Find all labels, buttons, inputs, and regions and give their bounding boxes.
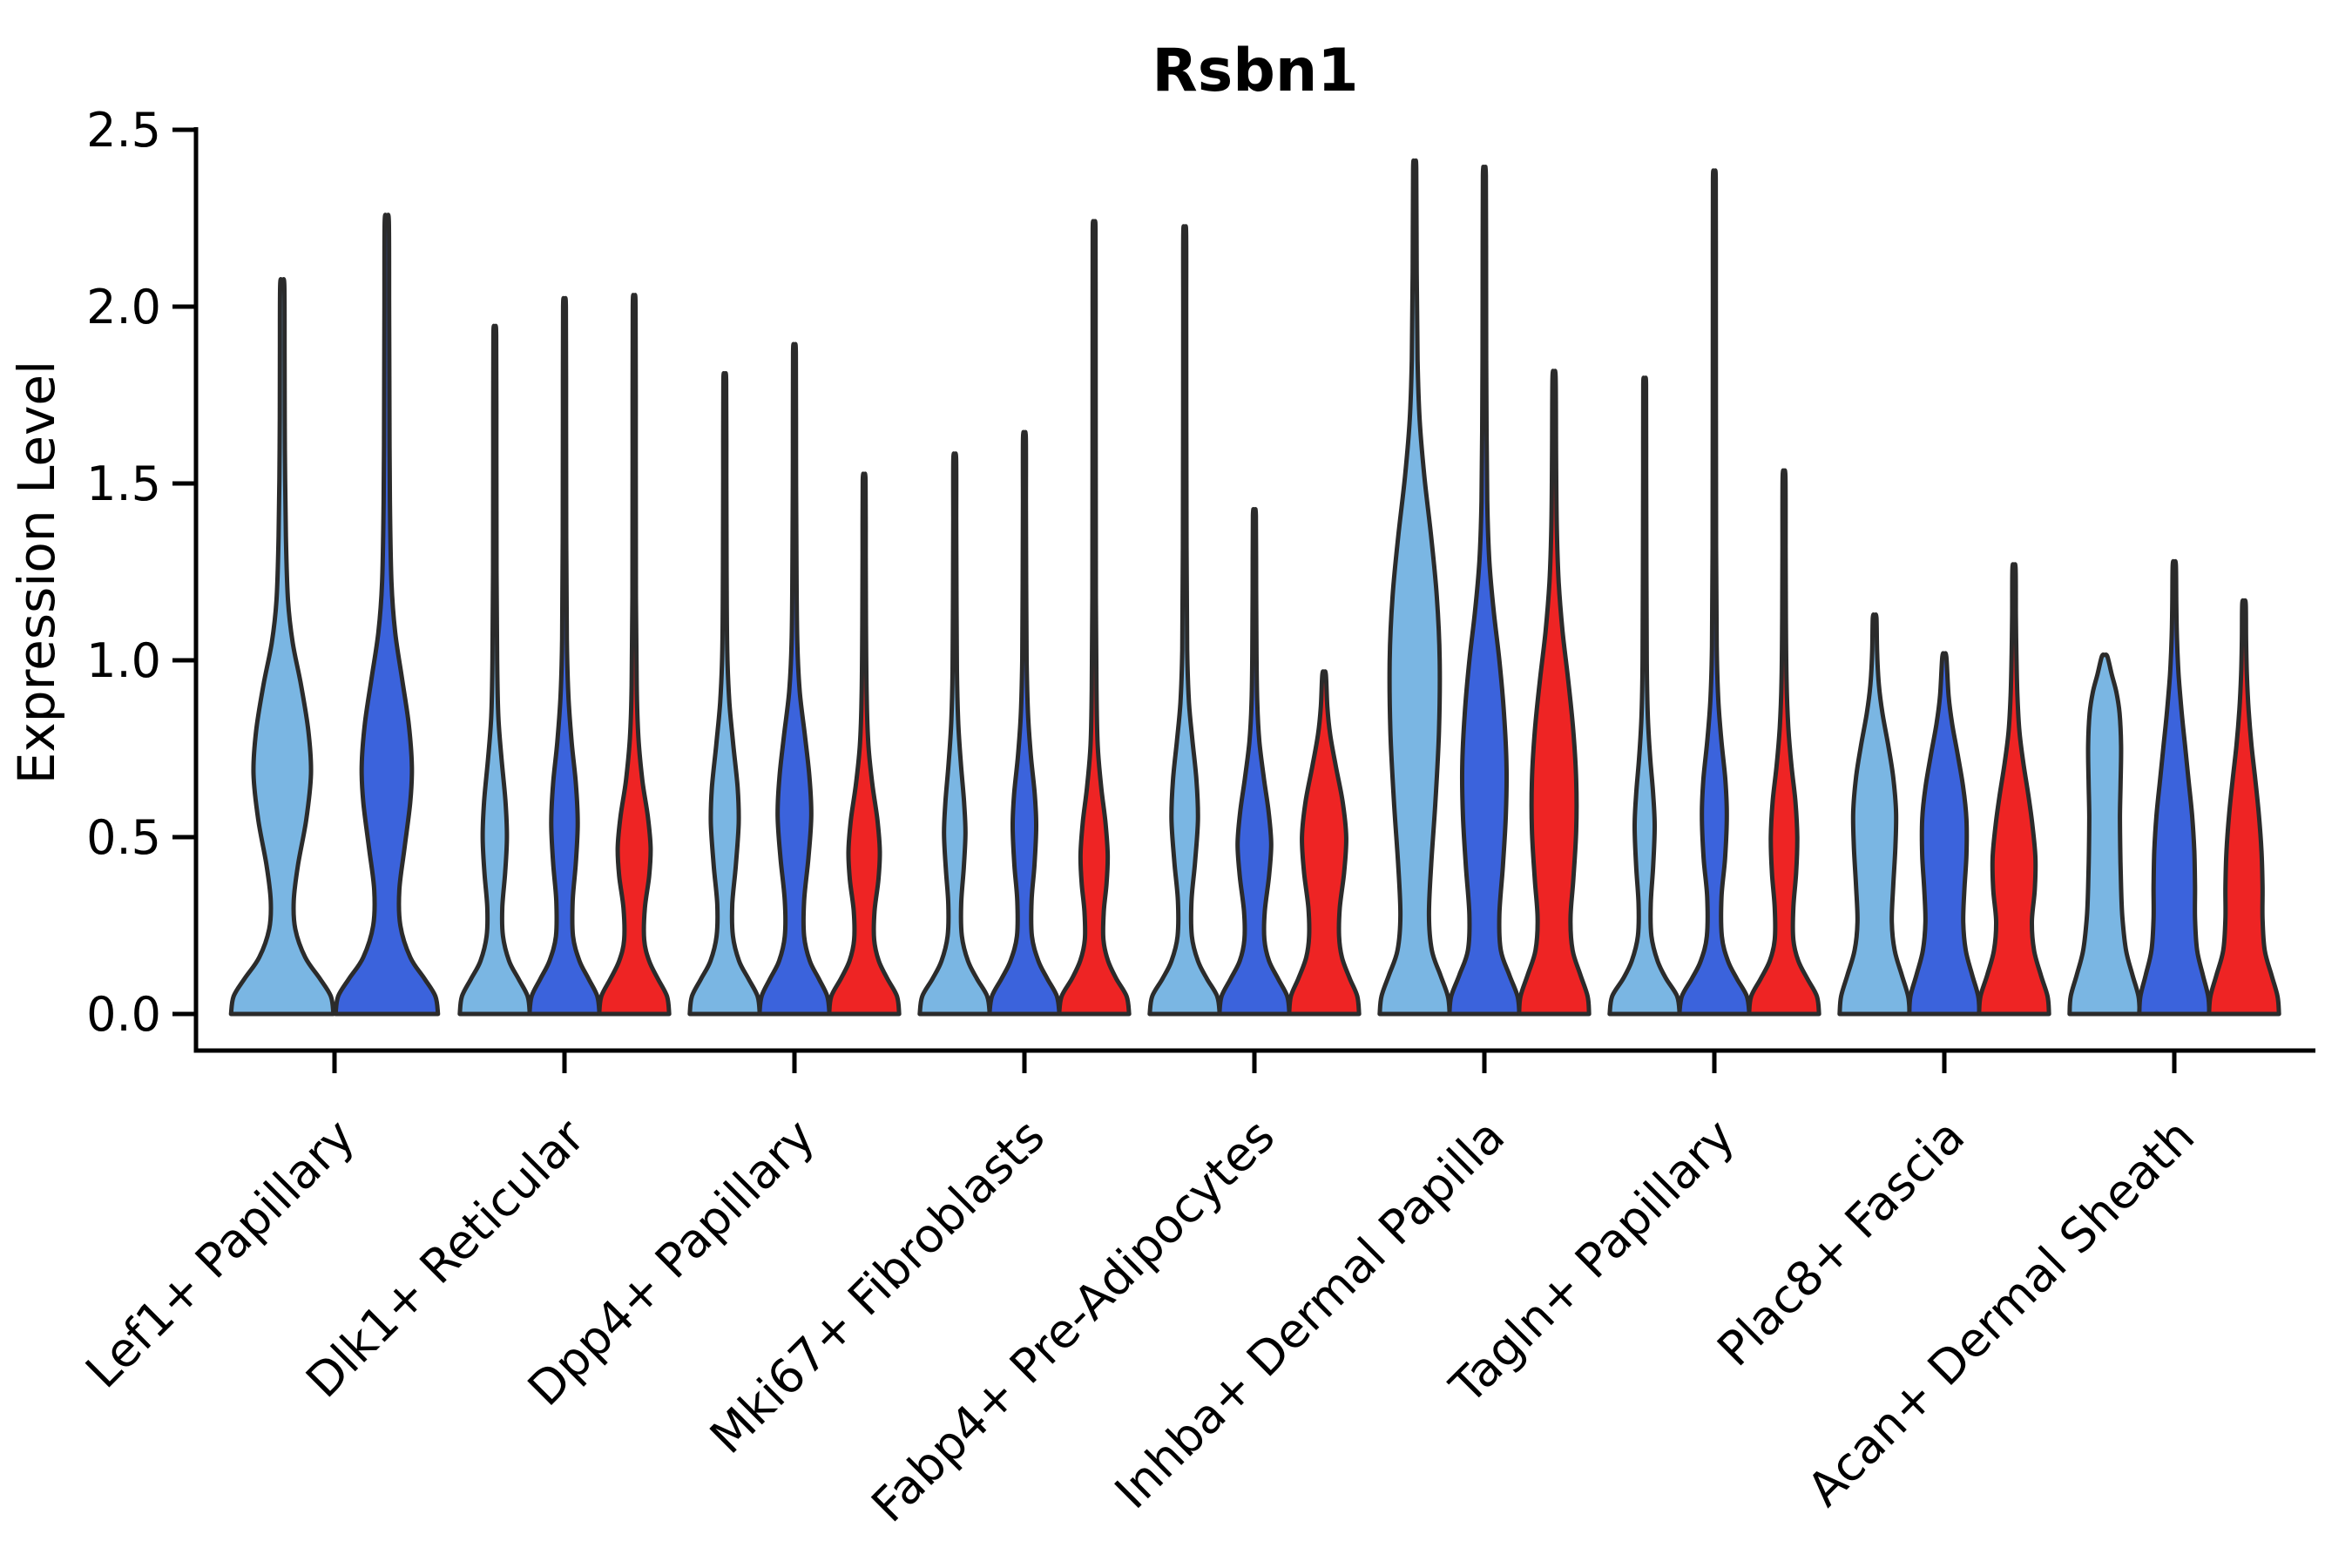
violin-group4-dark-blue [987, 429, 1062, 1017]
x-tick-label-6: Inhba+ Dermal Papilla [1105, 1109, 1515, 1519]
x-tick-label-8: Plac8+ Fascia [1707, 1109, 1975, 1377]
y-axis-label: Expression Level [7, 361, 66, 784]
violin-group6-light-blue [1377, 158, 1452, 1017]
x-tick-label-9: Acan+ Dermal Sheath [1797, 1109, 2205, 1517]
violin-group9-red [2207, 598, 2281, 1017]
violin-group7-dark-blue [1677, 168, 1752, 1017]
x-tick-label-5: Fabp4+ Pre-Adipocytes [861, 1109, 1285, 1533]
y-tick-label: 0.5 [86, 810, 161, 865]
violin-group4-red [1057, 219, 1132, 1017]
y-tick-label: 1.5 [86, 456, 161, 511]
violin-group5-light-blue [1147, 224, 1222, 1017]
violin-group6-dark-blue [1447, 164, 1522, 1017]
violin-group2-red [597, 293, 672, 1017]
violin-group8-light-blue [1837, 612, 1912, 1017]
violin-group7-light-blue [1607, 375, 1682, 1017]
violin-group4-light-blue [917, 451, 992, 1017]
violin-group1-light-blue [228, 277, 336, 1017]
violin-group2-light-blue [457, 323, 532, 1017]
violin-group7-red [1747, 468, 1821, 1017]
violin-group1-dark-blue [333, 213, 441, 1017]
violin-group3-dark-blue [757, 341, 832, 1017]
violin-group8-dark-blue [1907, 651, 1982, 1017]
violin-group3-light-blue [687, 370, 762, 1017]
violin-group5-red [1287, 669, 1362, 1017]
violin-group6-red [1517, 368, 1592, 1017]
violin-group5-dark-blue [1217, 506, 1292, 1017]
violin-group2-dark-blue [527, 295, 602, 1017]
violin-group8-red [1977, 562, 2051, 1017]
violin-group3-red [827, 471, 902, 1017]
y-tick-label: 0.0 [86, 987, 161, 1042]
y-tick-label: 2.5 [86, 103, 161, 158]
y-tick-label: 2.0 [86, 280, 161, 335]
y-tick-label: 1.0 [86, 633, 161, 688]
violin-group9-dark-blue [2137, 558, 2212, 1017]
plot-title: Rsbn1 [1152, 37, 1358, 105]
violin-group9-light-blue [2067, 652, 2142, 1017]
